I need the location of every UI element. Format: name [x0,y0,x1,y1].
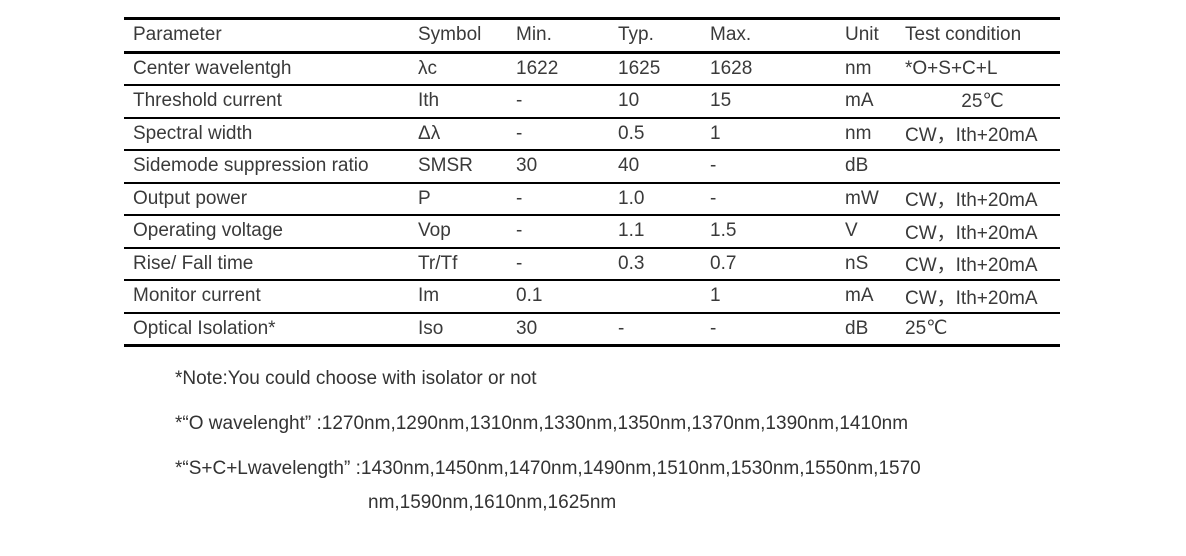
table-row-center-wavelength: Center wavelentgh λc 1622 1625 1628 nm *… [124,52,1060,85]
cell-test-condition: *O+S+C+L [905,57,998,79]
cell-max: 1.5 [710,220,737,242]
cell-typ: 1625 [618,57,661,79]
cell-min: 1622 [516,57,559,79]
cell-typ: - [618,317,625,339]
cell-symbol: Tr/Tf [418,252,458,274]
cell-symbol: Iso [418,317,444,339]
cell-typ: 1.1 [618,220,645,242]
spec-table: Parameter Symbol Min. Typ. Max. Unit Tes… [124,17,1060,347]
cell-unit: mA [845,90,874,112]
cell-parameter: Output power [133,187,248,209]
table-row-optical-isolation: Optical Isolation* Iso 30 - - dB 25℃ [124,313,1060,346]
table-header-row: Parameter Symbol Min. Typ. Max. Unit Tes… [124,19,1060,52]
cell-typ: 0.5 [618,122,645,144]
cell-min: - [516,252,523,274]
cell-test-condition: CW，Ith+20mA [905,190,1038,212]
table-row-threshold-current: Threshold current Ith - 10 15 mA 25℃ [124,85,1060,118]
cell-max: 1628 [710,57,753,79]
cell-min: - [516,220,523,242]
column-header-test-condition: Test condition [905,24,1022,46]
cell-max: - [710,317,717,339]
cell-max: - [710,187,717,209]
cell-max: 0.7 [710,252,737,274]
column-header-parameter: Parameter [133,24,222,46]
column-header-max: Max. [710,24,752,46]
column-header-min: Min. [516,24,552,46]
table-row-sidemode-suppression-ratio: Sidemode suppression ratio SMSR 30 40 - … [124,150,1060,183]
cell-max: - [710,155,717,177]
cell-symbol: P [418,187,431,209]
cell-symbol: Im [418,285,440,307]
cell-symbol: Ith [418,90,440,112]
cell-parameter: Center wavelentgh [133,57,292,79]
cell-typ: 0.3 [618,252,645,274]
cell-unit: nm [845,122,872,144]
cell-test-condition: CW，Ith+20mA [905,125,1038,147]
cell-min: - [516,90,523,112]
cell-test-condition: CW，Ith+20mA [905,222,1038,244]
cell-parameter: Monitor current [133,285,261,307]
note-scl-wavelengths-line2: nm,1590nm,1610nm,1625nm [368,492,617,513]
cell-unit: mW [845,187,879,209]
cell-test-condition: 25℃ [961,90,1004,112]
cell-test-condition: CW，Ith+20mA [905,287,1038,309]
cell-parameter: Spectral width [133,122,253,144]
cell-symbol: Vop [418,220,451,242]
cell-parameter: Threshold current [133,90,282,112]
table-row-spectral-width: Spectral width Δλ - 0.5 1 nm CW，Ith+20mA [124,118,1060,150]
cell-symbol: Δλ [418,122,441,144]
cell-unit: nm [845,57,872,79]
cell-parameter: Sidemode suppression ratio [133,155,369,177]
table-row-output-power: Output power P - 1.0 - mW CW，Ith+20mA [124,183,1060,215]
cell-symbol: λc [418,57,437,79]
cell-min: - [516,122,523,144]
cell-typ [618,280,710,313]
cell-unit: nS [845,252,869,274]
note-isolator-option: *Note:You could choose with isolator or … [175,368,537,389]
column-header-unit: Unit [845,24,879,46]
notes-section: *Note:You could choose with isolator or … [175,368,921,537]
cell-parameter: Optical Isolation* [133,317,276,339]
cell-min: 30 [516,317,538,339]
cell-typ: 10 [618,90,640,112]
note-o-wavelengths: *“O wavelenght” :1270nm,1290nm,1310nm,13… [175,413,909,434]
cell-unit: V [845,220,858,242]
column-header-typ: Typ. [618,24,654,46]
cell-unit: dB [845,317,869,339]
cell-min: 30 [516,155,538,177]
cell-min: 0.1 [516,285,543,307]
cell-test-condition: CW，Ith+20mA [905,255,1038,277]
cell-max: 15 [710,90,732,112]
cell-typ: 40 [618,155,640,177]
cell-unit: mA [845,285,874,307]
cell-typ: 1.0 [618,187,645,209]
cell-unit: dB [845,155,869,177]
cell-min: - [516,187,523,209]
cell-symbol: SMSR [418,155,473,177]
cell-test-condition: 25℃ [905,318,948,340]
table-row-rise-fall-time: Rise/ Fall time Tr/Tf - 0.3 0.7 nS CW，It… [124,248,1060,280]
cell-parameter: Operating voltage [133,220,283,242]
column-header-symbol: Symbol [418,24,482,46]
cell-max: 1 [710,122,721,144]
cell-test-condition [905,150,1060,183]
cell-parameter: Rise/ Fall time [133,252,254,274]
table-row-operating-voltage: Operating voltage Vop - 1.1 1.5 V CW，Ith… [124,215,1060,248]
table-row-monitor-current: Monitor current Im 0.1 1 mA CW，Ith+20mA [124,280,1060,313]
note-scl-wavelengths-line1: *“S+C+Lwavelength” :1430nm,1450nm,1470nm… [175,458,921,479]
cell-max: 1 [710,285,721,307]
